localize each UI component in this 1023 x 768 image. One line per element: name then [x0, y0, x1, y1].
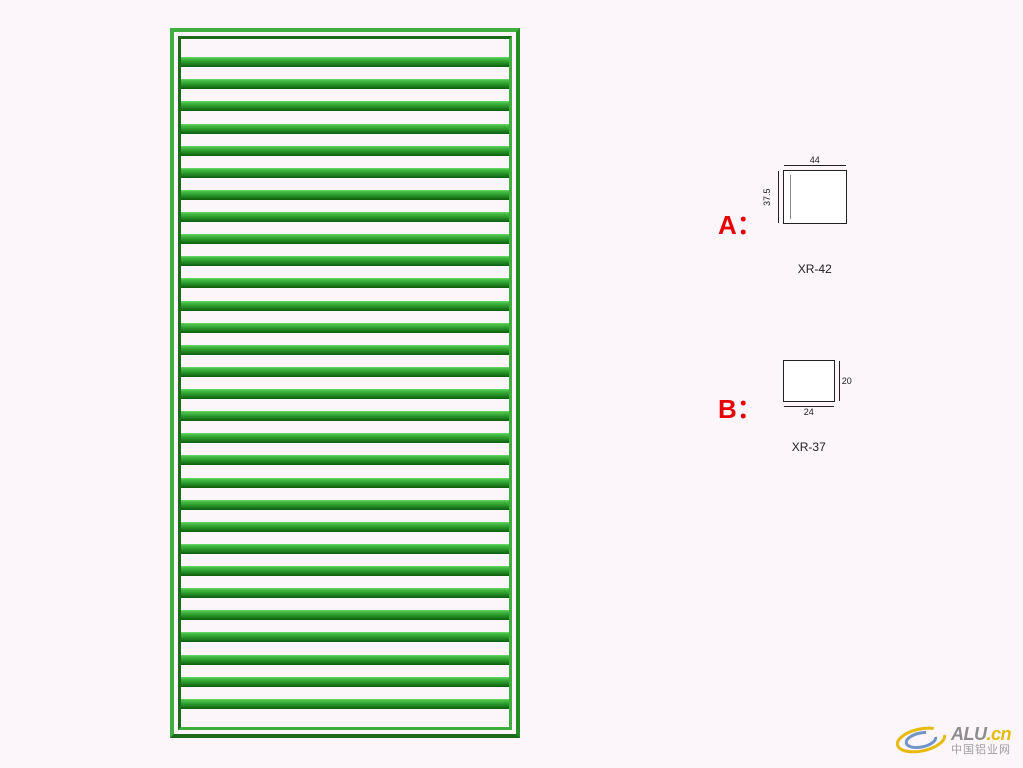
louver-slat — [181, 212, 509, 222]
louver-slat — [181, 101, 509, 111]
louver-slat — [181, 146, 509, 156]
profile-a-rect: 44 37.5 — [783, 170, 847, 224]
dim-tick — [784, 165, 846, 166]
profile-b-box: 24 20 XR-37 — [783, 360, 835, 454]
profile-a-height-dim: 37.5 — [762, 171, 772, 223]
louver-slat — [181, 389, 509, 399]
louver-slat — [181, 566, 509, 576]
louver-slat — [181, 278, 509, 288]
louver-slat — [181, 632, 509, 642]
louver-slat — [181, 234, 509, 244]
louver-slat — [181, 124, 509, 134]
louver-slat — [181, 655, 509, 665]
louver-slat — [181, 190, 509, 200]
louver-slat — [181, 677, 509, 687]
louver-slat — [181, 544, 509, 554]
louver-slat — [181, 323, 509, 333]
louver-slat — [181, 699, 509, 709]
watermark-domain: ALU.cn — [951, 725, 1011, 743]
profile-a-inner-detail — [790, 175, 791, 219]
dim-tick — [784, 406, 834, 407]
louver-slat — [181, 57, 509, 67]
louver-slat — [181, 588, 509, 598]
profile-a-code: XR-42 — [783, 262, 847, 276]
profile-b-rect: 24 20 — [783, 360, 835, 402]
watermark: ALU.cn 中国铝业网 — [893, 722, 1011, 758]
profile-b-label: B： — [718, 389, 763, 426]
louver-slat — [181, 79, 509, 89]
louver-slat — [181, 455, 509, 465]
profile-a-width-dim: 44 — [784, 155, 846, 165]
watermark-domain-main: ALU — [951, 724, 987, 744]
dim-tick — [778, 171, 779, 223]
profile-b-code: XR-37 — [783, 440, 835, 454]
louver-inner — [178, 36, 512, 730]
dim-tick — [839, 361, 840, 401]
watermark-subtitle: 中国铝业网 — [951, 745, 1011, 756]
louver-slat — [181, 411, 509, 421]
louver-slat — [181, 168, 509, 178]
louver-slat — [181, 433, 509, 443]
profile-b-section: B： 24 20 XR-37 — [718, 360, 835, 454]
profile-b-height-dim: 20 — [842, 361, 852, 401]
louver-slat — [181, 367, 509, 377]
louver-slat — [181, 500, 509, 510]
watermark-domain-suffix: .cn — [986, 724, 1011, 744]
louver-slat — [181, 522, 509, 532]
profile-a-section: A： 44 37.5 XR-42 — [718, 170, 847, 276]
profile-b-width-dim: 24 — [784, 407, 834, 417]
louver-slat — [181, 345, 509, 355]
watermark-text: ALU.cn 中国铝业网 — [951, 725, 1011, 756]
watermark-logo-icon — [893, 722, 949, 758]
louver-slat — [181, 610, 509, 620]
profile-a-label: A： — [718, 205, 763, 242]
louver-panel — [170, 28, 520, 738]
louver-slat — [181, 256, 509, 266]
louver-slat — [181, 478, 509, 488]
louver-slat — [181, 301, 509, 311]
profile-a-box: 44 37.5 XR-42 — [783, 170, 847, 276]
